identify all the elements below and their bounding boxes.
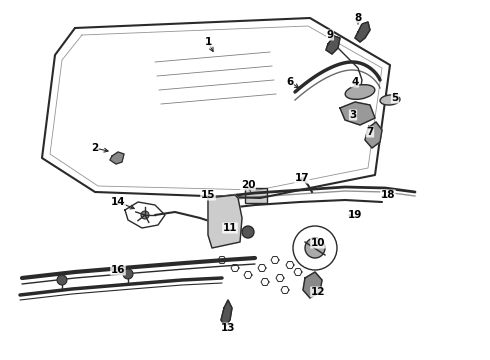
Polygon shape bbox=[110, 152, 124, 164]
Text: 14: 14 bbox=[111, 197, 125, 207]
Polygon shape bbox=[326, 36, 340, 54]
Text: 6: 6 bbox=[286, 77, 294, 87]
Text: 10: 10 bbox=[311, 238, 325, 248]
Circle shape bbox=[305, 238, 325, 258]
Circle shape bbox=[242, 226, 254, 238]
Text: 4: 4 bbox=[351, 77, 359, 87]
Text: 5: 5 bbox=[392, 93, 399, 103]
Text: 18: 18 bbox=[381, 190, 395, 200]
Polygon shape bbox=[365, 122, 382, 148]
Text: 2: 2 bbox=[91, 143, 98, 153]
Polygon shape bbox=[208, 195, 242, 248]
Text: 15: 15 bbox=[201, 190, 215, 200]
Polygon shape bbox=[355, 22, 370, 42]
Polygon shape bbox=[303, 272, 322, 298]
Text: 1: 1 bbox=[204, 37, 212, 47]
Text: 3: 3 bbox=[349, 110, 357, 120]
Text: 20: 20 bbox=[241, 180, 255, 190]
Polygon shape bbox=[340, 102, 375, 125]
Text: 8: 8 bbox=[354, 13, 362, 23]
Text: 9: 9 bbox=[326, 30, 334, 40]
Circle shape bbox=[141, 211, 149, 219]
Text: 7: 7 bbox=[367, 127, 374, 137]
Ellipse shape bbox=[380, 95, 400, 105]
Text: 11: 11 bbox=[223, 223, 237, 233]
Text: 19: 19 bbox=[348, 210, 362, 220]
Circle shape bbox=[57, 275, 67, 285]
Circle shape bbox=[123, 269, 133, 279]
Polygon shape bbox=[221, 300, 232, 326]
FancyBboxPatch shape bbox=[245, 188, 267, 203]
Text: 17: 17 bbox=[294, 173, 309, 183]
Ellipse shape bbox=[345, 85, 375, 99]
Text: 12: 12 bbox=[311, 287, 325, 297]
Text: 13: 13 bbox=[221, 323, 235, 333]
Text: 16: 16 bbox=[111, 265, 125, 275]
